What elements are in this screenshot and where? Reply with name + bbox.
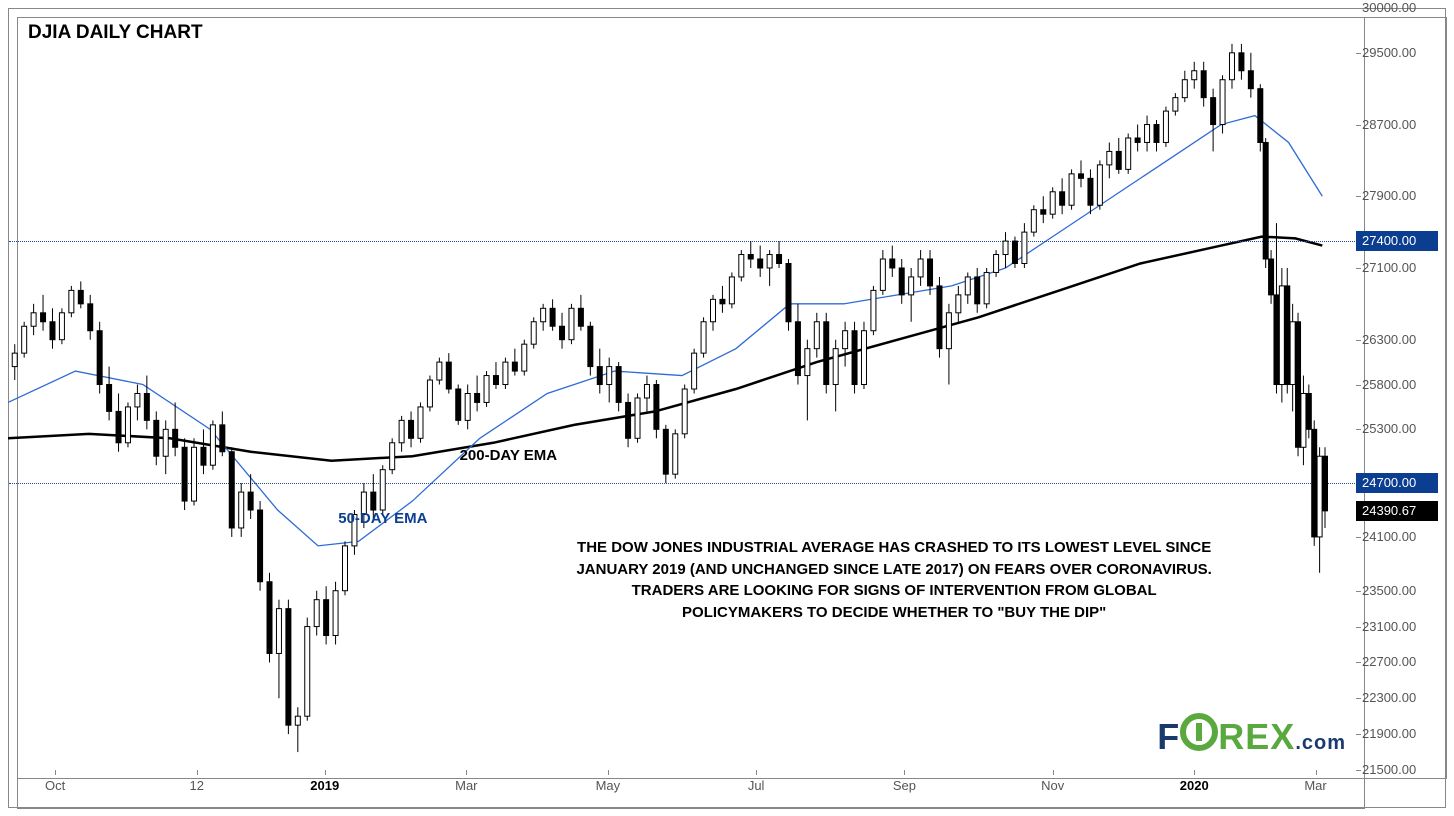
x-tick-label: 2019 (310, 778, 339, 793)
y-tick-mark (1356, 537, 1361, 538)
x-tick-mark (55, 770, 56, 775)
candlesticks (8, 8, 1356, 770)
y-tick-label: 27900.00 (1362, 188, 1416, 203)
x-tick-mark (608, 770, 609, 775)
x-tick-mark (197, 770, 198, 775)
y-tick-label: 22300.00 (1362, 690, 1416, 705)
y-tick-mark (1356, 268, 1361, 269)
y-tick-label: 22700.00 (1362, 654, 1416, 669)
y-tick-mark (1356, 698, 1361, 699)
y-tick-mark (1356, 196, 1361, 197)
x-tick-label: 12 (189, 778, 203, 793)
price-tag: 24700.00 (1356, 473, 1438, 493)
price-tag: 27400.00 (1356, 231, 1438, 251)
y-tick-mark (1356, 429, 1361, 430)
x-tick-mark (466, 770, 467, 775)
last-price-tag: 24390.67 (1356, 501, 1438, 521)
y-tick-label: 21500.00 (1362, 762, 1416, 777)
x-tick-mark (1316, 770, 1317, 775)
y-tick-label: 23500.00 (1362, 583, 1416, 598)
x-tick-label: Mar (455, 778, 477, 793)
y-tick-label: 21900.00 (1362, 726, 1416, 741)
x-tick-mark (1194, 770, 1195, 775)
forex-logo: FREX.com (1157, 711, 1346, 758)
ema50-label: 50-DAY EMA (338, 510, 427, 527)
x-tick-label: May (596, 778, 621, 793)
y-tick-label: 29500.00 (1362, 45, 1416, 60)
y-tick-mark (1356, 662, 1361, 663)
ema200-label: 200-DAY EMA (460, 447, 558, 464)
y-tick-mark (1356, 53, 1361, 54)
x-tick-mark (756, 770, 757, 775)
y-tick-label: 25300.00 (1362, 421, 1416, 436)
x-tick-label: Oct (45, 778, 65, 793)
y-tick-label: 27100.00 (1362, 260, 1416, 275)
y-tick-label: 25800.00 (1362, 377, 1416, 392)
x-axis (17, 779, 1365, 809)
y-tick-mark (1356, 385, 1361, 386)
y-tick-mark (1356, 627, 1361, 628)
y-tick-label: 24100.00 (1362, 529, 1416, 544)
y-tick-mark (1356, 340, 1361, 341)
x-tick-mark (904, 770, 905, 775)
y-tick-label: 28700.00 (1362, 117, 1416, 132)
annotation-text: THE DOW JONES INDUSTRIAL AVERAGE HAS CRA… (574, 537, 1214, 624)
y-tick-mark (1356, 770, 1361, 771)
x-tick-label: 2020 (1180, 778, 1209, 793)
x-tick-mark (1053, 770, 1054, 775)
y-tick-mark (1356, 734, 1361, 735)
y-tick-label: 23100.00 (1362, 619, 1416, 634)
x-tick-label: Sep (893, 778, 916, 793)
chart-title: DJIA DAILY CHART (28, 22, 203, 44)
y-tick-mark (1356, 8, 1361, 9)
y-tick-mark (1356, 591, 1361, 592)
y-tick-mark (1356, 125, 1361, 126)
x-tick-label: Mar (1304, 778, 1326, 793)
x-tick-label: Jul (748, 778, 765, 793)
x-tick-label: Nov (1041, 778, 1064, 793)
y-tick-label: 30000.00 (1362, 0, 1416, 15)
x-tick-mark (325, 770, 326, 775)
y-tick-label: 26300.00 (1362, 332, 1416, 347)
